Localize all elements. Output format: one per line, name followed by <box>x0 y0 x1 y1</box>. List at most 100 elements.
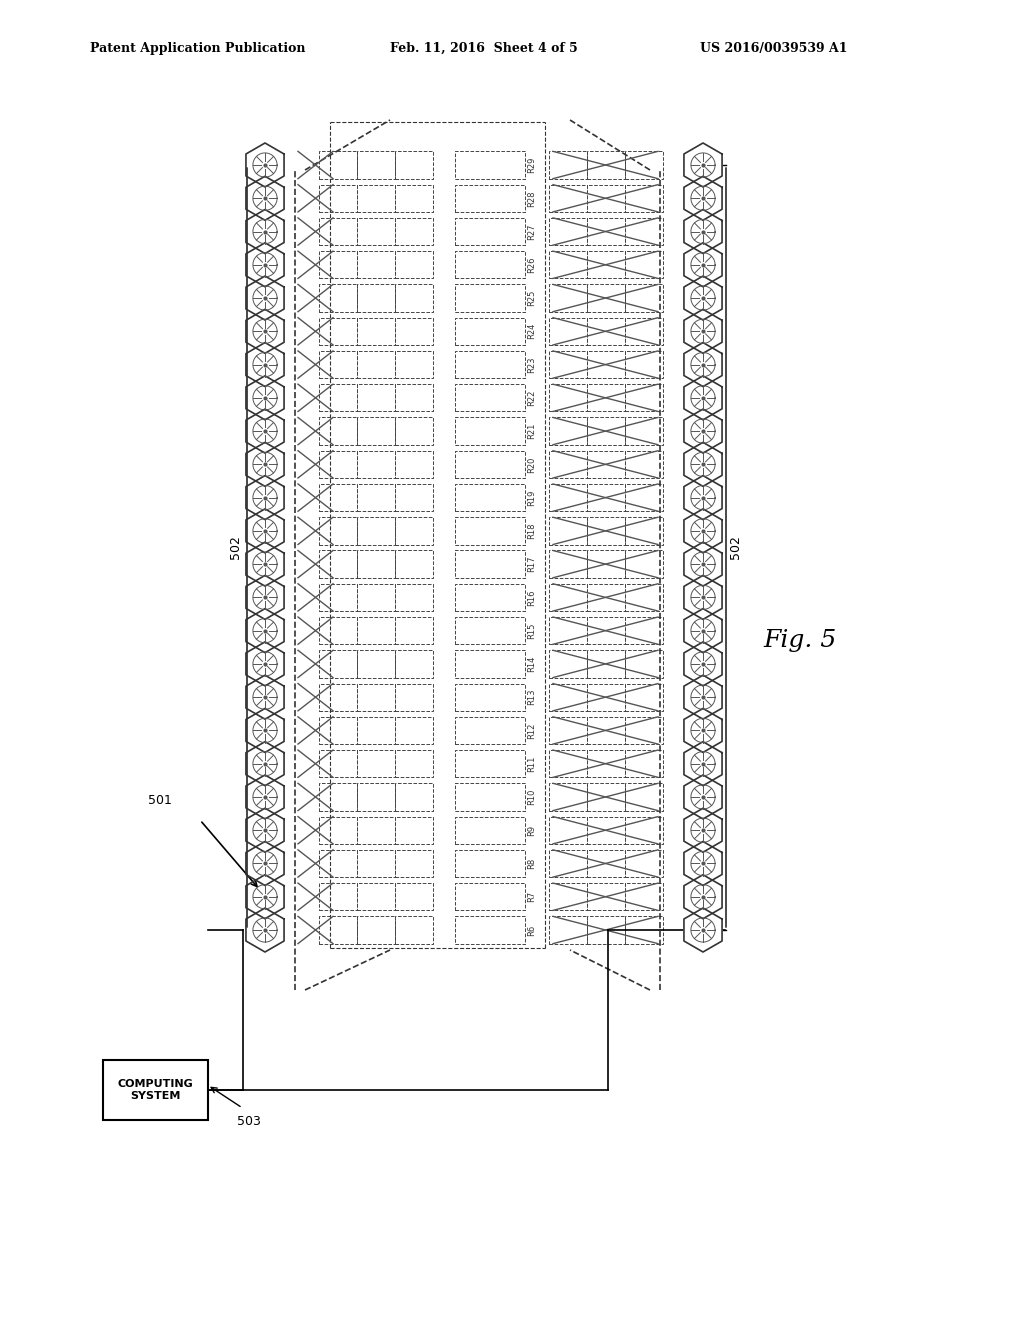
Bar <box>395 616 433 644</box>
Polygon shape <box>684 143 722 187</box>
Polygon shape <box>246 177 284 220</box>
Bar <box>357 783 395 810</box>
Bar <box>319 318 357 345</box>
Bar <box>587 717 625 744</box>
Bar <box>395 717 433 744</box>
Polygon shape <box>246 675 284 719</box>
Bar <box>395 384 433 412</box>
Bar <box>587 384 625 412</box>
Bar <box>549 484 587 511</box>
Bar <box>357 684 395 710</box>
Bar <box>625 883 663 911</box>
Bar <box>319 417 357 445</box>
Bar <box>455 152 525 178</box>
Bar <box>587 883 625 911</box>
Bar <box>625 817 663 843</box>
Text: 503: 503 <box>238 1115 261 1129</box>
Polygon shape <box>246 808 284 853</box>
Bar <box>455 517 525 545</box>
Text: R17: R17 <box>527 556 537 573</box>
Bar <box>549 817 587 843</box>
Bar <box>455 318 525 345</box>
Bar <box>625 484 663 511</box>
Bar <box>625 783 663 810</box>
Text: R6: R6 <box>527 924 537 936</box>
Polygon shape <box>246 609 284 652</box>
Text: Patent Application Publication: Patent Application Publication <box>90 42 305 55</box>
Bar <box>319 616 357 644</box>
Bar <box>357 616 395 644</box>
Polygon shape <box>246 143 284 187</box>
Bar <box>455 651 525 677</box>
Text: R9: R9 <box>527 825 537 836</box>
Bar <box>319 750 357 777</box>
Polygon shape <box>684 709 722 752</box>
Bar <box>395 318 433 345</box>
Text: R12: R12 <box>527 722 537 739</box>
Bar <box>455 883 525 911</box>
Bar <box>455 616 525 644</box>
Bar <box>625 550 663 578</box>
Text: 502: 502 <box>228 536 242 560</box>
Text: R19: R19 <box>527 490 537 506</box>
Polygon shape <box>246 742 284 785</box>
Text: R20: R20 <box>527 457 537 473</box>
Bar <box>395 351 433 379</box>
Text: R24: R24 <box>527 323 537 339</box>
Text: R23: R23 <box>527 356 537 372</box>
Text: R27: R27 <box>527 223 537 240</box>
Text: R14: R14 <box>527 656 537 672</box>
Text: Feb. 11, 2016  Sheet 4 of 5: Feb. 11, 2016 Sheet 4 of 5 <box>390 42 578 55</box>
Text: 502: 502 <box>728 536 741 560</box>
Polygon shape <box>246 309 284 354</box>
Bar <box>395 484 433 511</box>
Bar <box>625 684 663 710</box>
Bar <box>625 218 663 246</box>
Bar <box>549 318 587 345</box>
Bar <box>625 185 663 213</box>
Bar <box>587 218 625 246</box>
Bar <box>625 651 663 677</box>
Bar <box>587 916 625 944</box>
Bar <box>455 850 525 876</box>
Text: R13: R13 <box>527 689 537 705</box>
Polygon shape <box>246 576 284 619</box>
Bar <box>455 185 525 213</box>
Polygon shape <box>246 409 284 453</box>
Bar <box>357 550 395 578</box>
Polygon shape <box>684 510 722 553</box>
Bar <box>319 883 357 911</box>
Bar <box>357 817 395 843</box>
Bar <box>395 883 433 911</box>
Bar <box>395 850 433 876</box>
Text: R16: R16 <box>527 589 537 606</box>
Bar <box>587 684 625 710</box>
Polygon shape <box>684 609 722 652</box>
Bar <box>587 417 625 445</box>
Bar <box>102 1060 208 1119</box>
Bar <box>357 318 395 345</box>
Bar <box>587 484 625 511</box>
Bar <box>319 916 357 944</box>
Polygon shape <box>684 808 722 853</box>
Bar <box>357 351 395 379</box>
Bar <box>357 750 395 777</box>
Bar <box>357 916 395 944</box>
Bar <box>549 251 587 279</box>
Bar <box>395 185 433 213</box>
Bar <box>587 251 625 279</box>
Bar <box>395 817 433 843</box>
Bar <box>587 817 625 843</box>
Bar <box>549 916 587 944</box>
Bar <box>395 450 433 478</box>
Polygon shape <box>684 841 722 886</box>
Bar <box>357 717 395 744</box>
Polygon shape <box>246 276 284 319</box>
Bar <box>549 450 587 478</box>
Polygon shape <box>684 875 722 919</box>
Polygon shape <box>246 709 284 752</box>
Bar <box>549 417 587 445</box>
Text: 501: 501 <box>148 793 172 807</box>
Bar <box>625 583 663 611</box>
Polygon shape <box>684 409 722 453</box>
